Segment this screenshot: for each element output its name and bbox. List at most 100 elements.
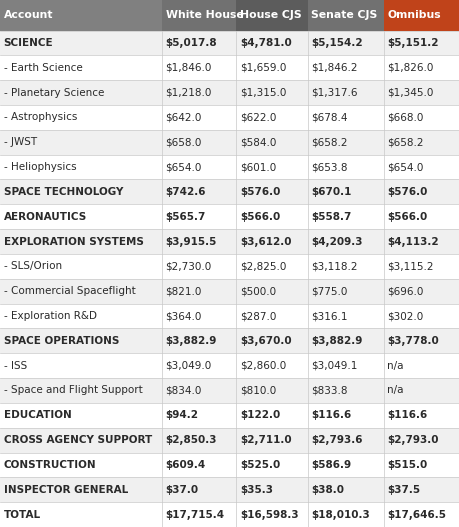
Text: CROSS AGENCY SUPPORT: CROSS AGENCY SUPPORT bbox=[4, 435, 151, 445]
Text: $558.7: $558.7 bbox=[311, 212, 351, 222]
Text: SPACE OPERATIONS: SPACE OPERATIONS bbox=[4, 336, 119, 346]
Text: $3,670.0: $3,670.0 bbox=[240, 336, 291, 346]
Bar bbox=[236, 328, 307, 353]
Text: TOTAL: TOTAL bbox=[4, 510, 41, 520]
Text: $37.0: $37.0 bbox=[165, 485, 198, 495]
Text: - Astrophysics: - Astrophysics bbox=[4, 112, 77, 122]
Text: - Space and Flight Support: - Space and Flight Support bbox=[4, 385, 142, 395]
Bar bbox=[307, 428, 383, 453]
Bar bbox=[0, 428, 162, 453]
Text: $2,793.6: $2,793.6 bbox=[311, 435, 362, 445]
Bar bbox=[162, 55, 236, 80]
Text: $586.9: $586.9 bbox=[311, 460, 351, 470]
Bar bbox=[0, 105, 162, 130]
Bar bbox=[383, 130, 459, 155]
Text: $4,209.3: $4,209.3 bbox=[311, 237, 362, 247]
Text: Senate CJS: Senate CJS bbox=[311, 11, 377, 20]
Bar bbox=[0, 180, 162, 204]
Bar bbox=[162, 105, 236, 130]
Bar bbox=[307, 378, 383, 403]
Bar bbox=[383, 328, 459, 353]
Bar bbox=[236, 155, 307, 180]
Text: $18,010.3: $18,010.3 bbox=[311, 510, 369, 520]
Bar bbox=[162, 428, 236, 453]
Text: $122.0: $122.0 bbox=[240, 411, 280, 421]
Bar bbox=[307, 353, 383, 378]
Bar bbox=[236, 378, 307, 403]
Bar bbox=[162, 180, 236, 204]
Text: $515.0: $515.0 bbox=[386, 460, 427, 470]
Text: $1,315.0: $1,315.0 bbox=[240, 87, 286, 97]
Bar bbox=[236, 403, 307, 428]
Bar bbox=[307, 31, 383, 55]
Text: $3,778.0: $3,778.0 bbox=[386, 336, 438, 346]
Text: $3,118.2: $3,118.2 bbox=[311, 261, 357, 271]
Text: $3,115.2: $3,115.2 bbox=[386, 261, 433, 271]
Text: EXPLORATION SYSTEMS: EXPLORATION SYSTEMS bbox=[4, 237, 143, 247]
Text: $3,049.1: $3,049.1 bbox=[311, 360, 357, 370]
Text: $1,846.0: $1,846.0 bbox=[165, 63, 212, 73]
Bar bbox=[236, 502, 307, 527]
Text: $833.8: $833.8 bbox=[311, 385, 347, 395]
Bar bbox=[0, 229, 162, 254]
Text: $584.0: $584.0 bbox=[240, 137, 276, 147]
Bar bbox=[162, 453, 236, 477]
Text: $38.0: $38.0 bbox=[311, 485, 344, 495]
Bar bbox=[162, 279, 236, 304]
Bar bbox=[307, 279, 383, 304]
Text: $576.0: $576.0 bbox=[240, 187, 280, 197]
Bar bbox=[236, 55, 307, 80]
Text: $4,113.2: $4,113.2 bbox=[386, 237, 438, 247]
Text: $525.0: $525.0 bbox=[240, 460, 280, 470]
Text: n/a: n/a bbox=[386, 385, 403, 395]
Text: $3,915.5: $3,915.5 bbox=[165, 237, 217, 247]
Bar bbox=[0, 0, 162, 31]
Text: CONSTRUCTION: CONSTRUCTION bbox=[4, 460, 96, 470]
Text: $834.0: $834.0 bbox=[165, 385, 202, 395]
Text: $609.4: $609.4 bbox=[165, 460, 206, 470]
Bar bbox=[307, 180, 383, 204]
Text: $565.7: $565.7 bbox=[165, 212, 206, 222]
Bar bbox=[383, 477, 459, 502]
Text: $821.0: $821.0 bbox=[165, 286, 202, 296]
Text: - JWST: - JWST bbox=[4, 137, 37, 147]
Text: $668.0: $668.0 bbox=[386, 112, 423, 122]
Text: $654.0: $654.0 bbox=[386, 162, 423, 172]
Text: SPACE TECHNOLOGY: SPACE TECHNOLOGY bbox=[4, 187, 123, 197]
Text: $364.0: $364.0 bbox=[165, 311, 202, 321]
Bar bbox=[236, 453, 307, 477]
Bar bbox=[307, 477, 383, 502]
Bar bbox=[383, 229, 459, 254]
Bar bbox=[162, 80, 236, 105]
Bar bbox=[383, 304, 459, 328]
Bar bbox=[236, 130, 307, 155]
Bar bbox=[307, 80, 383, 105]
Bar bbox=[0, 304, 162, 328]
Bar bbox=[236, 0, 307, 31]
Text: House CJS: House CJS bbox=[240, 11, 301, 20]
Bar bbox=[0, 328, 162, 353]
Bar bbox=[307, 304, 383, 328]
Text: Account: Account bbox=[4, 11, 53, 20]
Bar bbox=[383, 403, 459, 428]
Text: $2,711.0: $2,711.0 bbox=[240, 435, 291, 445]
Bar bbox=[0, 155, 162, 180]
Text: $2,825.0: $2,825.0 bbox=[240, 261, 286, 271]
Bar bbox=[236, 279, 307, 304]
Bar bbox=[162, 204, 236, 229]
Bar bbox=[162, 31, 236, 55]
Text: SCIENCE: SCIENCE bbox=[4, 38, 53, 48]
Text: $5,017.8: $5,017.8 bbox=[165, 38, 217, 48]
Text: $2,730.0: $2,730.0 bbox=[165, 261, 212, 271]
Text: $642.0: $642.0 bbox=[165, 112, 202, 122]
Bar bbox=[0, 502, 162, 527]
Bar bbox=[162, 229, 236, 254]
Bar bbox=[0, 254, 162, 279]
Text: $810.0: $810.0 bbox=[240, 385, 276, 395]
Bar bbox=[236, 353, 307, 378]
Text: $566.0: $566.0 bbox=[240, 212, 280, 222]
Bar bbox=[307, 453, 383, 477]
Text: INSPECTOR GENERAL: INSPECTOR GENERAL bbox=[4, 485, 128, 495]
Bar bbox=[383, 55, 459, 80]
Bar bbox=[0, 378, 162, 403]
